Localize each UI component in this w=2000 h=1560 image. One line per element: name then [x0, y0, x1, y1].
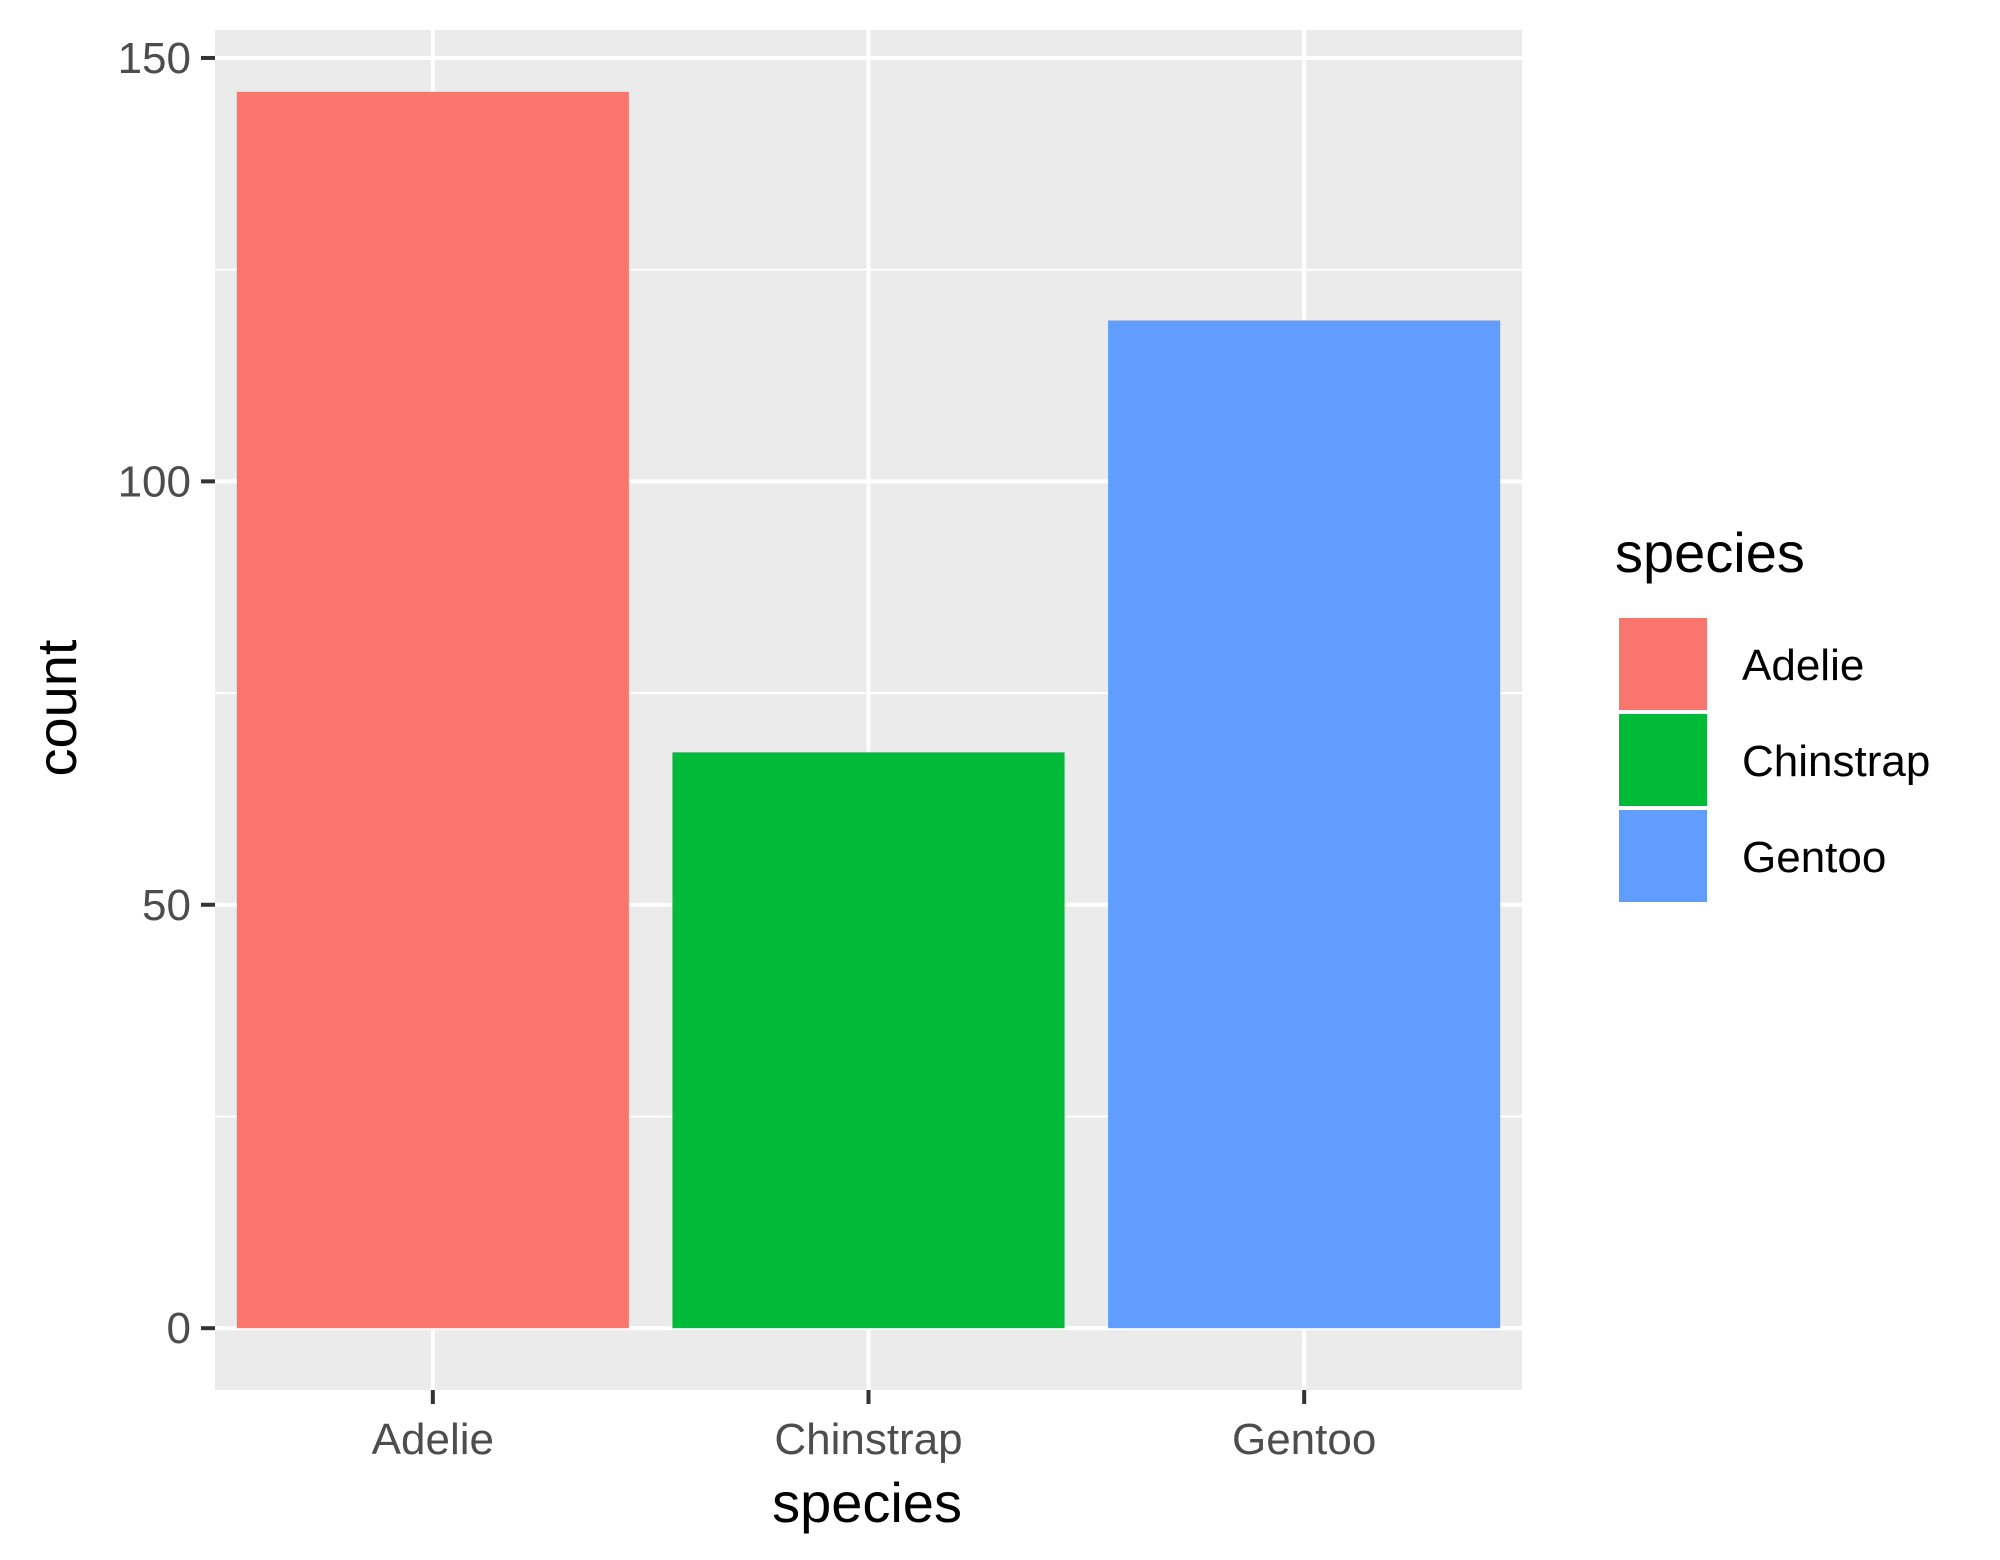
bars — [236, 91, 1501, 1329]
bar-adelie — [236, 91, 629, 1329]
y-tick-label: 0 — [167, 1304, 191, 1353]
legend-key-adelie — [1615, 614, 1711, 714]
y-axis: 0 50 100 150 — [118, 34, 215, 1353]
legend-title: species — [1615, 521, 1805, 584]
legend-label: Gentoo — [1742, 833, 1886, 882]
x-tick-label: Chinstrap — [774, 1415, 962, 1464]
x-axis: Adelie Chinstrap Gentoo — [372, 1390, 1376, 1464]
x-tick-label: Adelie — [372, 1415, 494, 1464]
y-axis-title: count — [25, 639, 88, 776]
legend-label: Chinstrap — [1742, 737, 1930, 786]
legend: species Adelie Chinstrap Gentoo — [1615, 521, 1930, 906]
legend-key-gentoo — [1615, 806, 1711, 906]
x-tick-label: Gentoo — [1232, 1415, 1376, 1464]
y-tick-label: 100 — [118, 457, 191, 506]
bar-gentoo — [1108, 320, 1501, 1329]
legend-label: Adelie — [1742, 641, 1864, 690]
y-tick-label: 150 — [118, 34, 191, 83]
bar-chinstrap — [672, 752, 1065, 1329]
legend-key-chinstrap — [1615, 710, 1711, 810]
y-tick-label: 50 — [142, 881, 191, 930]
x-axis-title: species — [772, 1471, 962, 1534]
